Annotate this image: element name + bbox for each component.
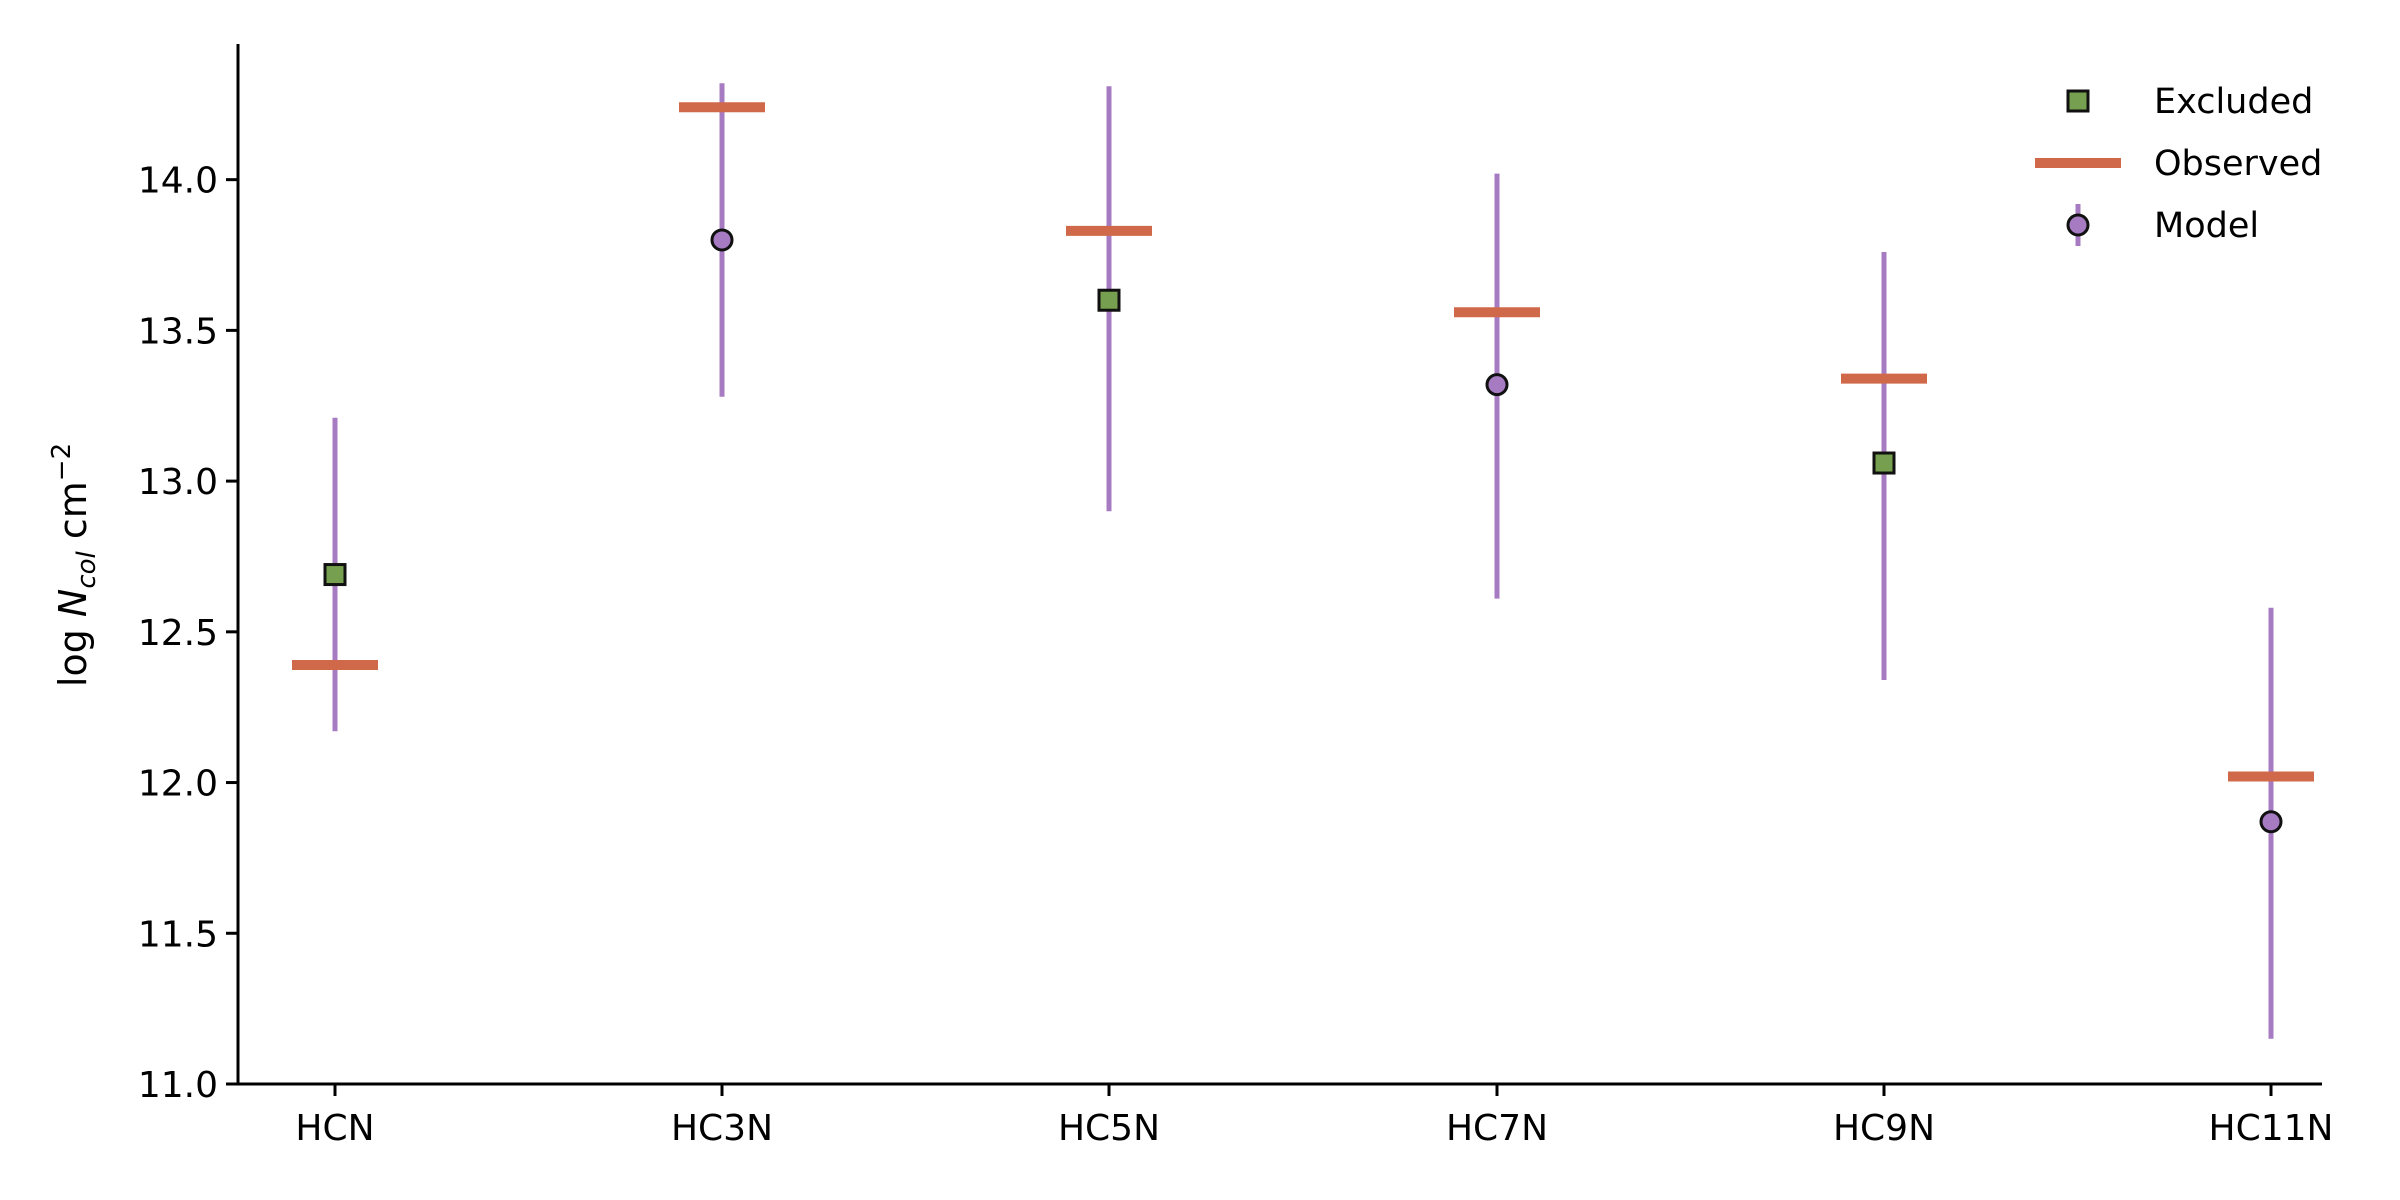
y-axis-label-subscript: col [72,550,102,588]
point-markers [323,228,2283,834]
legend-label-excluded: Excluded [2154,82,2313,122]
legend-swatch-model [2066,213,2090,237]
y-tick-label: 11.5 [138,914,218,955]
model-point-hc3n [710,228,734,252]
y-tick-label: 14.0 [138,161,218,202]
axes: 11.0 11.5 12.0 12.5 13.0 13.5 14.0 HCN HC3N HC5N H… [47,44,2333,1149]
x-tick-label: HCN [295,1108,374,1149]
y-axis-label-exponent: −2 [47,443,77,481]
y-tick-label: 12.0 [138,764,218,805]
excluded-point-hc9n [1872,451,1896,475]
observed-markers [292,102,2314,782]
excluded-point-hcn [323,563,347,587]
y-tick-label: 12.5 [138,613,218,654]
legend-label-observed: Observed [2154,144,2322,184]
model-point-hc7n [1485,373,1509,397]
x-tick-label: HC5N [1058,1108,1160,1149]
error-bars [332,83,2274,1039]
y-tick-label: 13.0 [138,462,218,503]
y-tick-label: 13.5 [138,311,218,352]
excluded-point-hc5n [1097,288,1121,312]
legend: Excluded Observed Model [2035,82,2322,246]
x-tick-label: HC7N [1446,1108,1548,1149]
y-tick-label: 11.0 [138,1065,218,1106]
x-tick-label: HC11N [2209,1108,2334,1149]
y-axis-label-unit: cm [51,481,95,551]
y-axis-label: log Ncol cm−2 [47,443,102,687]
legend-label-model: Model [2154,206,2259,246]
y-axis-label-symbol: N [51,589,95,617]
y-axis-label-prefix: log [51,617,95,687]
x-tick-label: HC3N [671,1108,773,1149]
legend-swatch-excluded [2066,89,2090,113]
x-tick-label: HC9N [1833,1108,1935,1149]
model-point-hc11n [2259,810,2283,834]
